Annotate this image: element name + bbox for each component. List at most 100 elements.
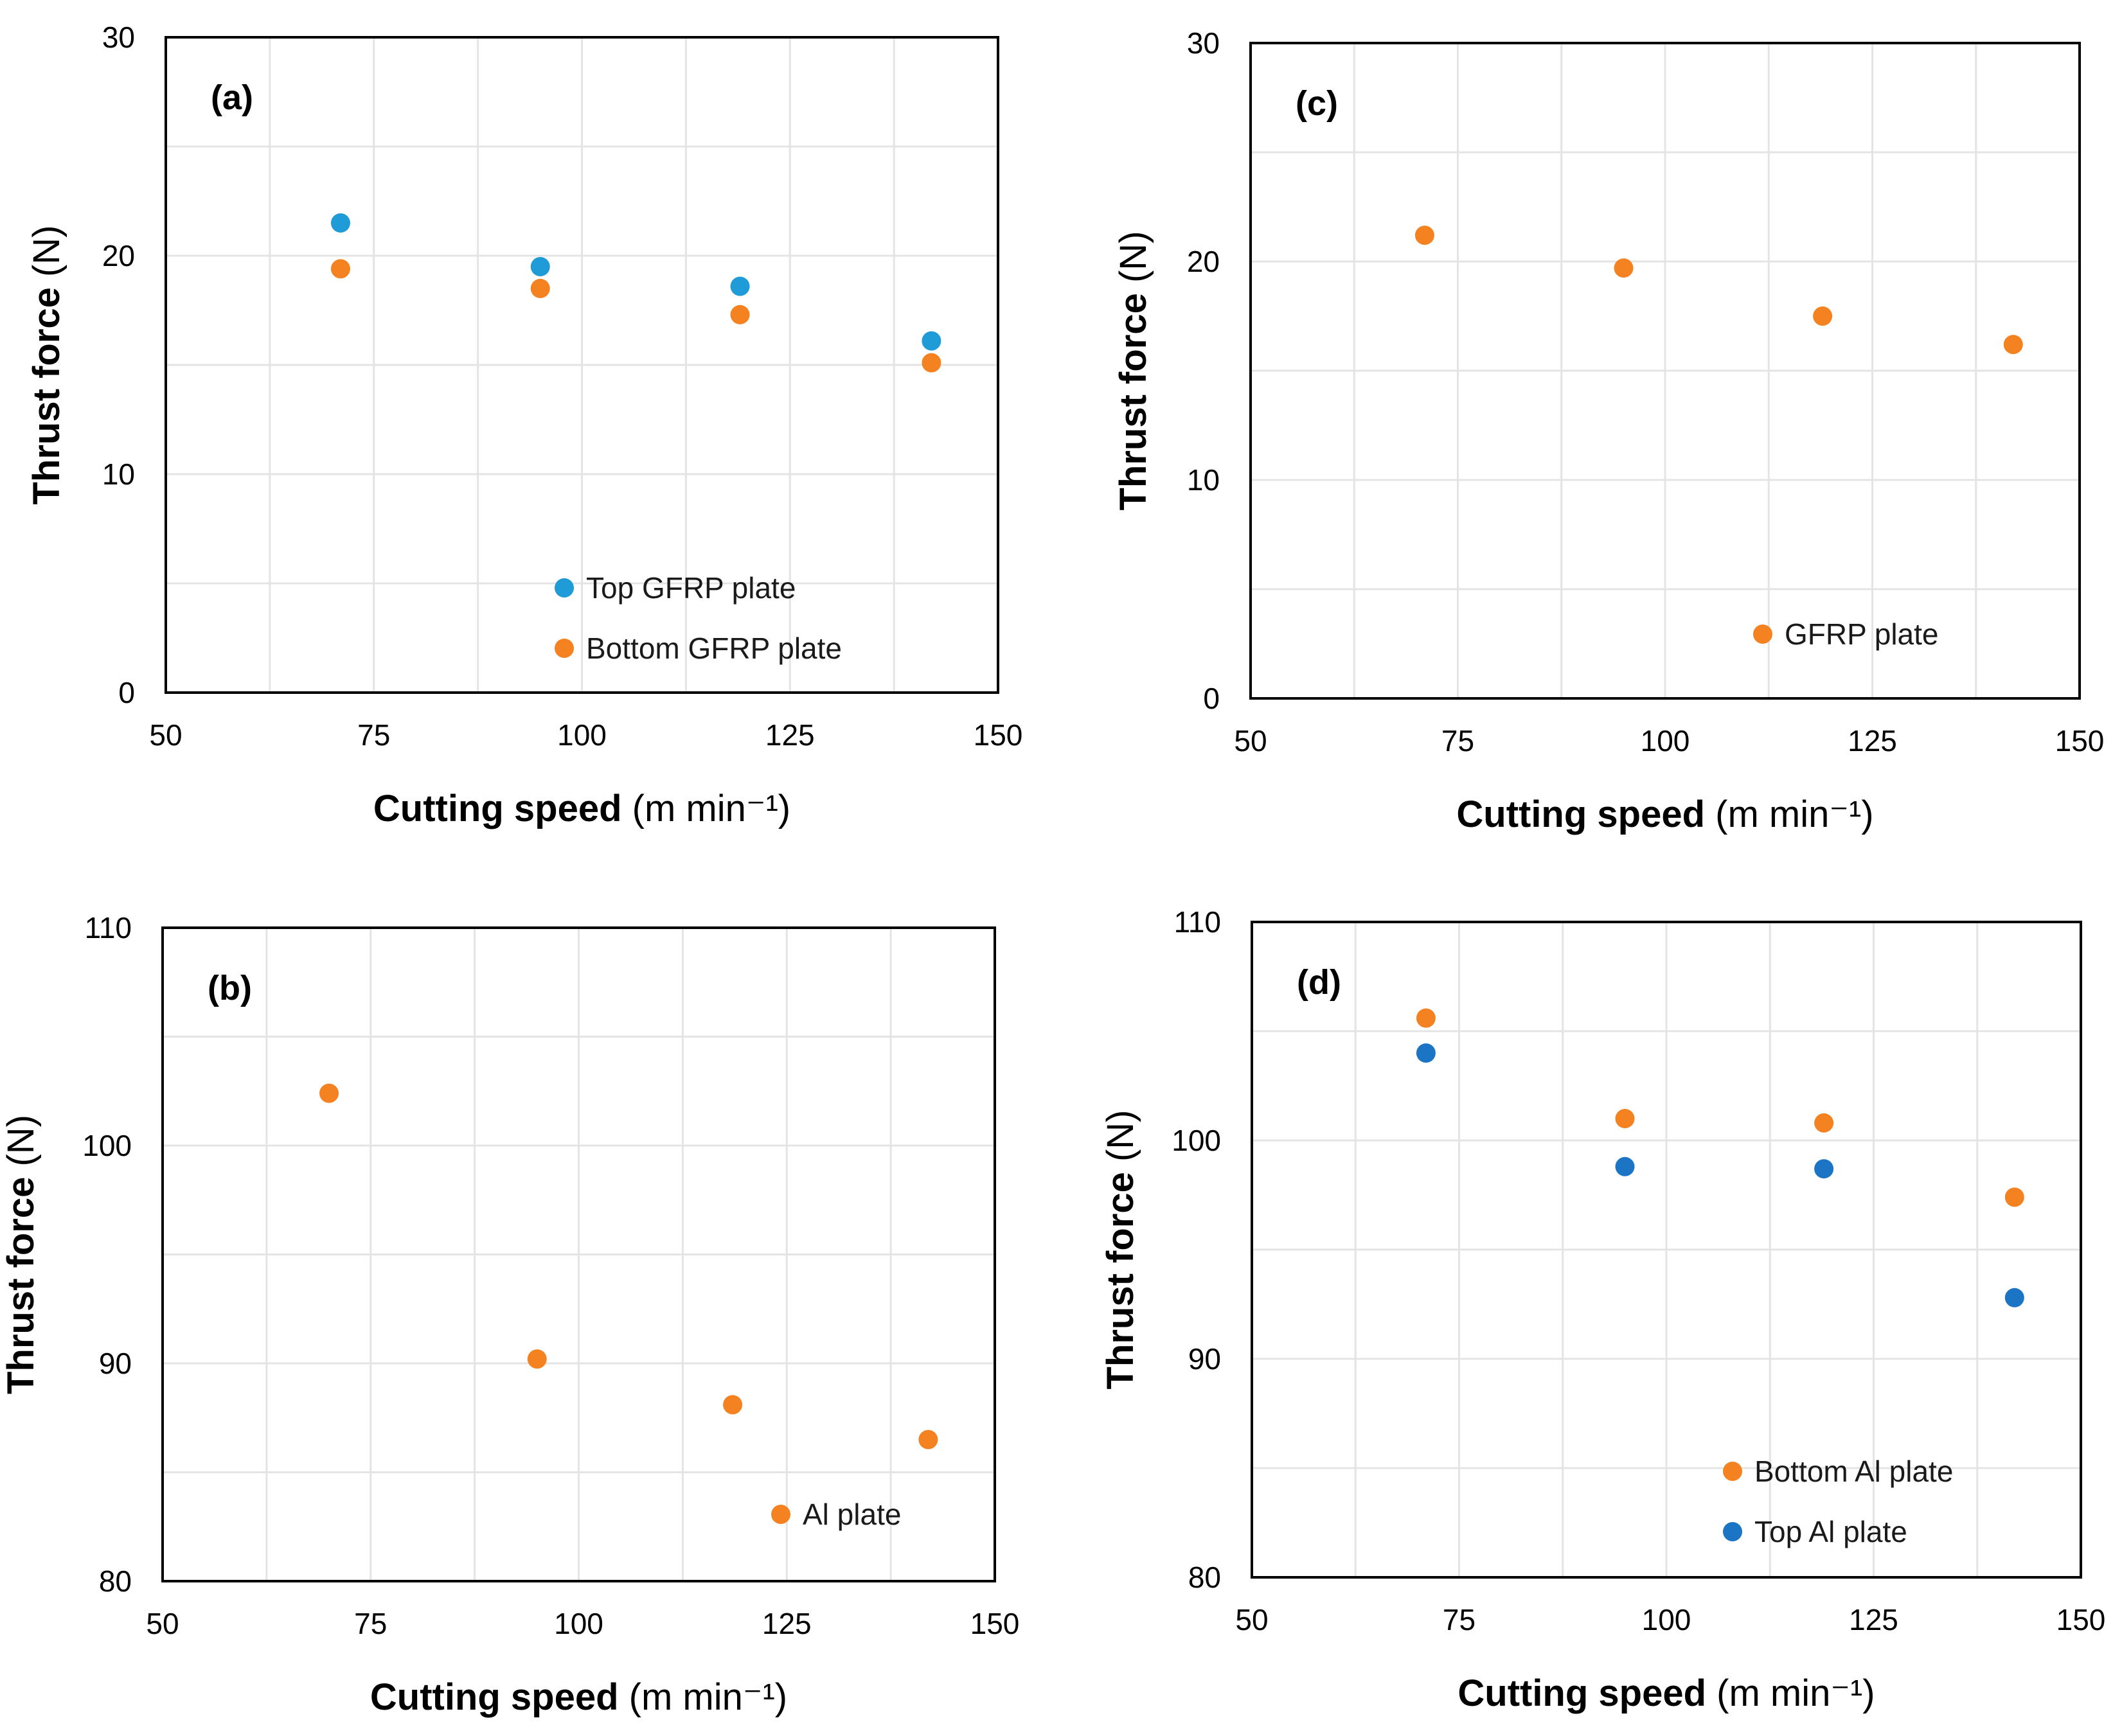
legend-label: Bottom Al plate [1754, 1455, 1953, 1488]
legend-label: GFRP plate [1785, 617, 1938, 651]
data-point [330, 213, 350, 233]
legend-marker [771, 1505, 790, 1524]
y-tick-label: 80 [1188, 1561, 1221, 1594]
x-tick-label: 125 [765, 718, 815, 752]
x-tick-label: 125 [762, 1607, 812, 1640]
chart-panel-a: 50 75 100 125 150 0 10 20 30 Cutting speed (m min… [26, 21, 1023, 829]
data-point [1614, 258, 1634, 278]
x-tick-label: 100 [1642, 1603, 1691, 1636]
data-point [527, 1349, 547, 1369]
data-point [1416, 1043, 1436, 1063]
x-tick-label: 150 [974, 718, 1023, 752]
y-tick-label: 110 [1174, 905, 1221, 939]
y-axis-title: Thrust force (N) [1112, 231, 1154, 510]
x-tick-label: 100 [554, 1607, 603, 1640]
data-point [330, 259, 350, 279]
panel-label: (c) [1296, 84, 1338, 123]
legend: Al plate [771, 1498, 901, 1531]
legend-label: Top Al plate [1754, 1515, 1907, 1548]
data-point [730, 276, 750, 296]
series-1 [330, 259, 941, 373]
x-tick-label: 150 [970, 1607, 1020, 1640]
data-point [1414, 226, 1434, 245]
series-0 [1414, 226, 2023, 355]
data-point [730, 305, 750, 324]
data-point [2004, 1187, 2024, 1207]
legend: GFRP plate [1753, 617, 1938, 651]
x-tick-label: 50 [1234, 724, 1267, 757]
legend-marker [1723, 1462, 1742, 1481]
y-tick-label: 100 [82, 1129, 132, 1162]
data-point [922, 331, 941, 351]
gridlines [163, 928, 995, 1581]
data-point [530, 279, 550, 298]
data-point [922, 353, 941, 373]
y-tick-label: 10 [1187, 463, 1220, 497]
y-tick-label: 80 [99, 1564, 132, 1598]
chart-panel-d: 50 75 100 125 150 80 90 100 110 Cutting speed (m … [1100, 905, 2106, 1714]
data-point [1813, 306, 1833, 326]
data-point [2003, 335, 2023, 355]
panel-label: (b) [208, 969, 252, 1007]
data-point [2004, 1288, 2024, 1307]
x-axis-title: Cutting speed (m min⁻¹) [1458, 1672, 1875, 1714]
legend-label: Bottom GFRP plate [586, 632, 842, 665]
legend-marker [1723, 1522, 1742, 1541]
panel-label: (d) [1297, 963, 1341, 1002]
data-point [1814, 1159, 1834, 1179]
legend-marker [555, 639, 574, 658]
legend: Top GFRP plate Bottom GFRP plate [555, 571, 842, 665]
y-tick-label: 0 [118, 676, 135, 709]
data-point [1814, 1113, 1834, 1133]
y-axis-title: Thrust force (N) [0, 1115, 42, 1394]
x-tick-label: 100 [1641, 724, 1690, 757]
x-tick-label: 100 [557, 718, 607, 752]
y-tick-label: 110 [85, 911, 132, 944]
legend: Bottom Al plate Top Al plate [1723, 1455, 1953, 1548]
y-tick-label: 90 [99, 1347, 132, 1380]
x-tick-label: 150 [2056, 1603, 2106, 1636]
series-0 [1416, 1008, 2024, 1207]
y-tick-label: 20 [1187, 245, 1220, 278]
x-tick-label: 75 [354, 1607, 387, 1640]
y-tick-label: 0 [1203, 682, 1220, 715]
data-point [1615, 1156, 1635, 1176]
gridlines [1251, 43, 2080, 698]
plot-area-frame [1249, 42, 2081, 700]
legend-marker [1753, 624, 1772, 644]
x-tick-label: 50 [1235, 1603, 1268, 1636]
y-tick-label: 30 [1187, 26, 1220, 60]
series-0 [330, 213, 941, 351]
chart-panel-c: 50 75 100 125 150 0 10 20 30 Cutting speed (m min… [1112, 26, 2104, 835]
legend-marker [555, 578, 574, 598]
y-tick-label: 30 [102, 21, 135, 54]
x-tick-label: 50 [146, 1607, 179, 1640]
y-tick-label: 10 [102, 457, 135, 491]
x-axis-title: Cutting speed (m min⁻¹) [373, 788, 790, 829]
series-1 [1416, 1043, 2024, 1307]
y-axis-title: Thrust force (N) [1100, 1110, 1141, 1389]
x-tick-label: 125 [1848, 724, 1897, 757]
data-point [530, 257, 550, 276]
plot-area-frame [165, 36, 999, 694]
data-point [723, 1395, 743, 1415]
x-tick-label: 75 [357, 718, 390, 752]
data-point [1615, 1109, 1635, 1128]
gridlines [1252, 922, 2081, 1577]
data-point [1416, 1008, 1436, 1028]
x-tick-label: 50 [149, 718, 182, 752]
data-point [918, 1430, 938, 1449]
x-tick-label: 125 [1849, 1603, 1898, 1636]
data-point [319, 1083, 339, 1103]
plot-area-frame [161, 926, 996, 1582]
gridlines [166, 37, 998, 693]
y-tick-label: 20 [102, 239, 135, 272]
y-tick-label: 90 [1188, 1342, 1221, 1376]
y-tick-label: 100 [1172, 1124, 1221, 1157]
x-axis-title: Cutting speed (m min⁻¹) [1456, 793, 1873, 835]
legend-label: Al plate [803, 1498, 901, 1531]
panel-label: (a) [211, 78, 253, 117]
plot-area-frame [1251, 921, 2082, 1579]
chart-panel-b: 50 75 100 125 150 80 90 100 110 Cutting speed (m … [0, 911, 1020, 1718]
